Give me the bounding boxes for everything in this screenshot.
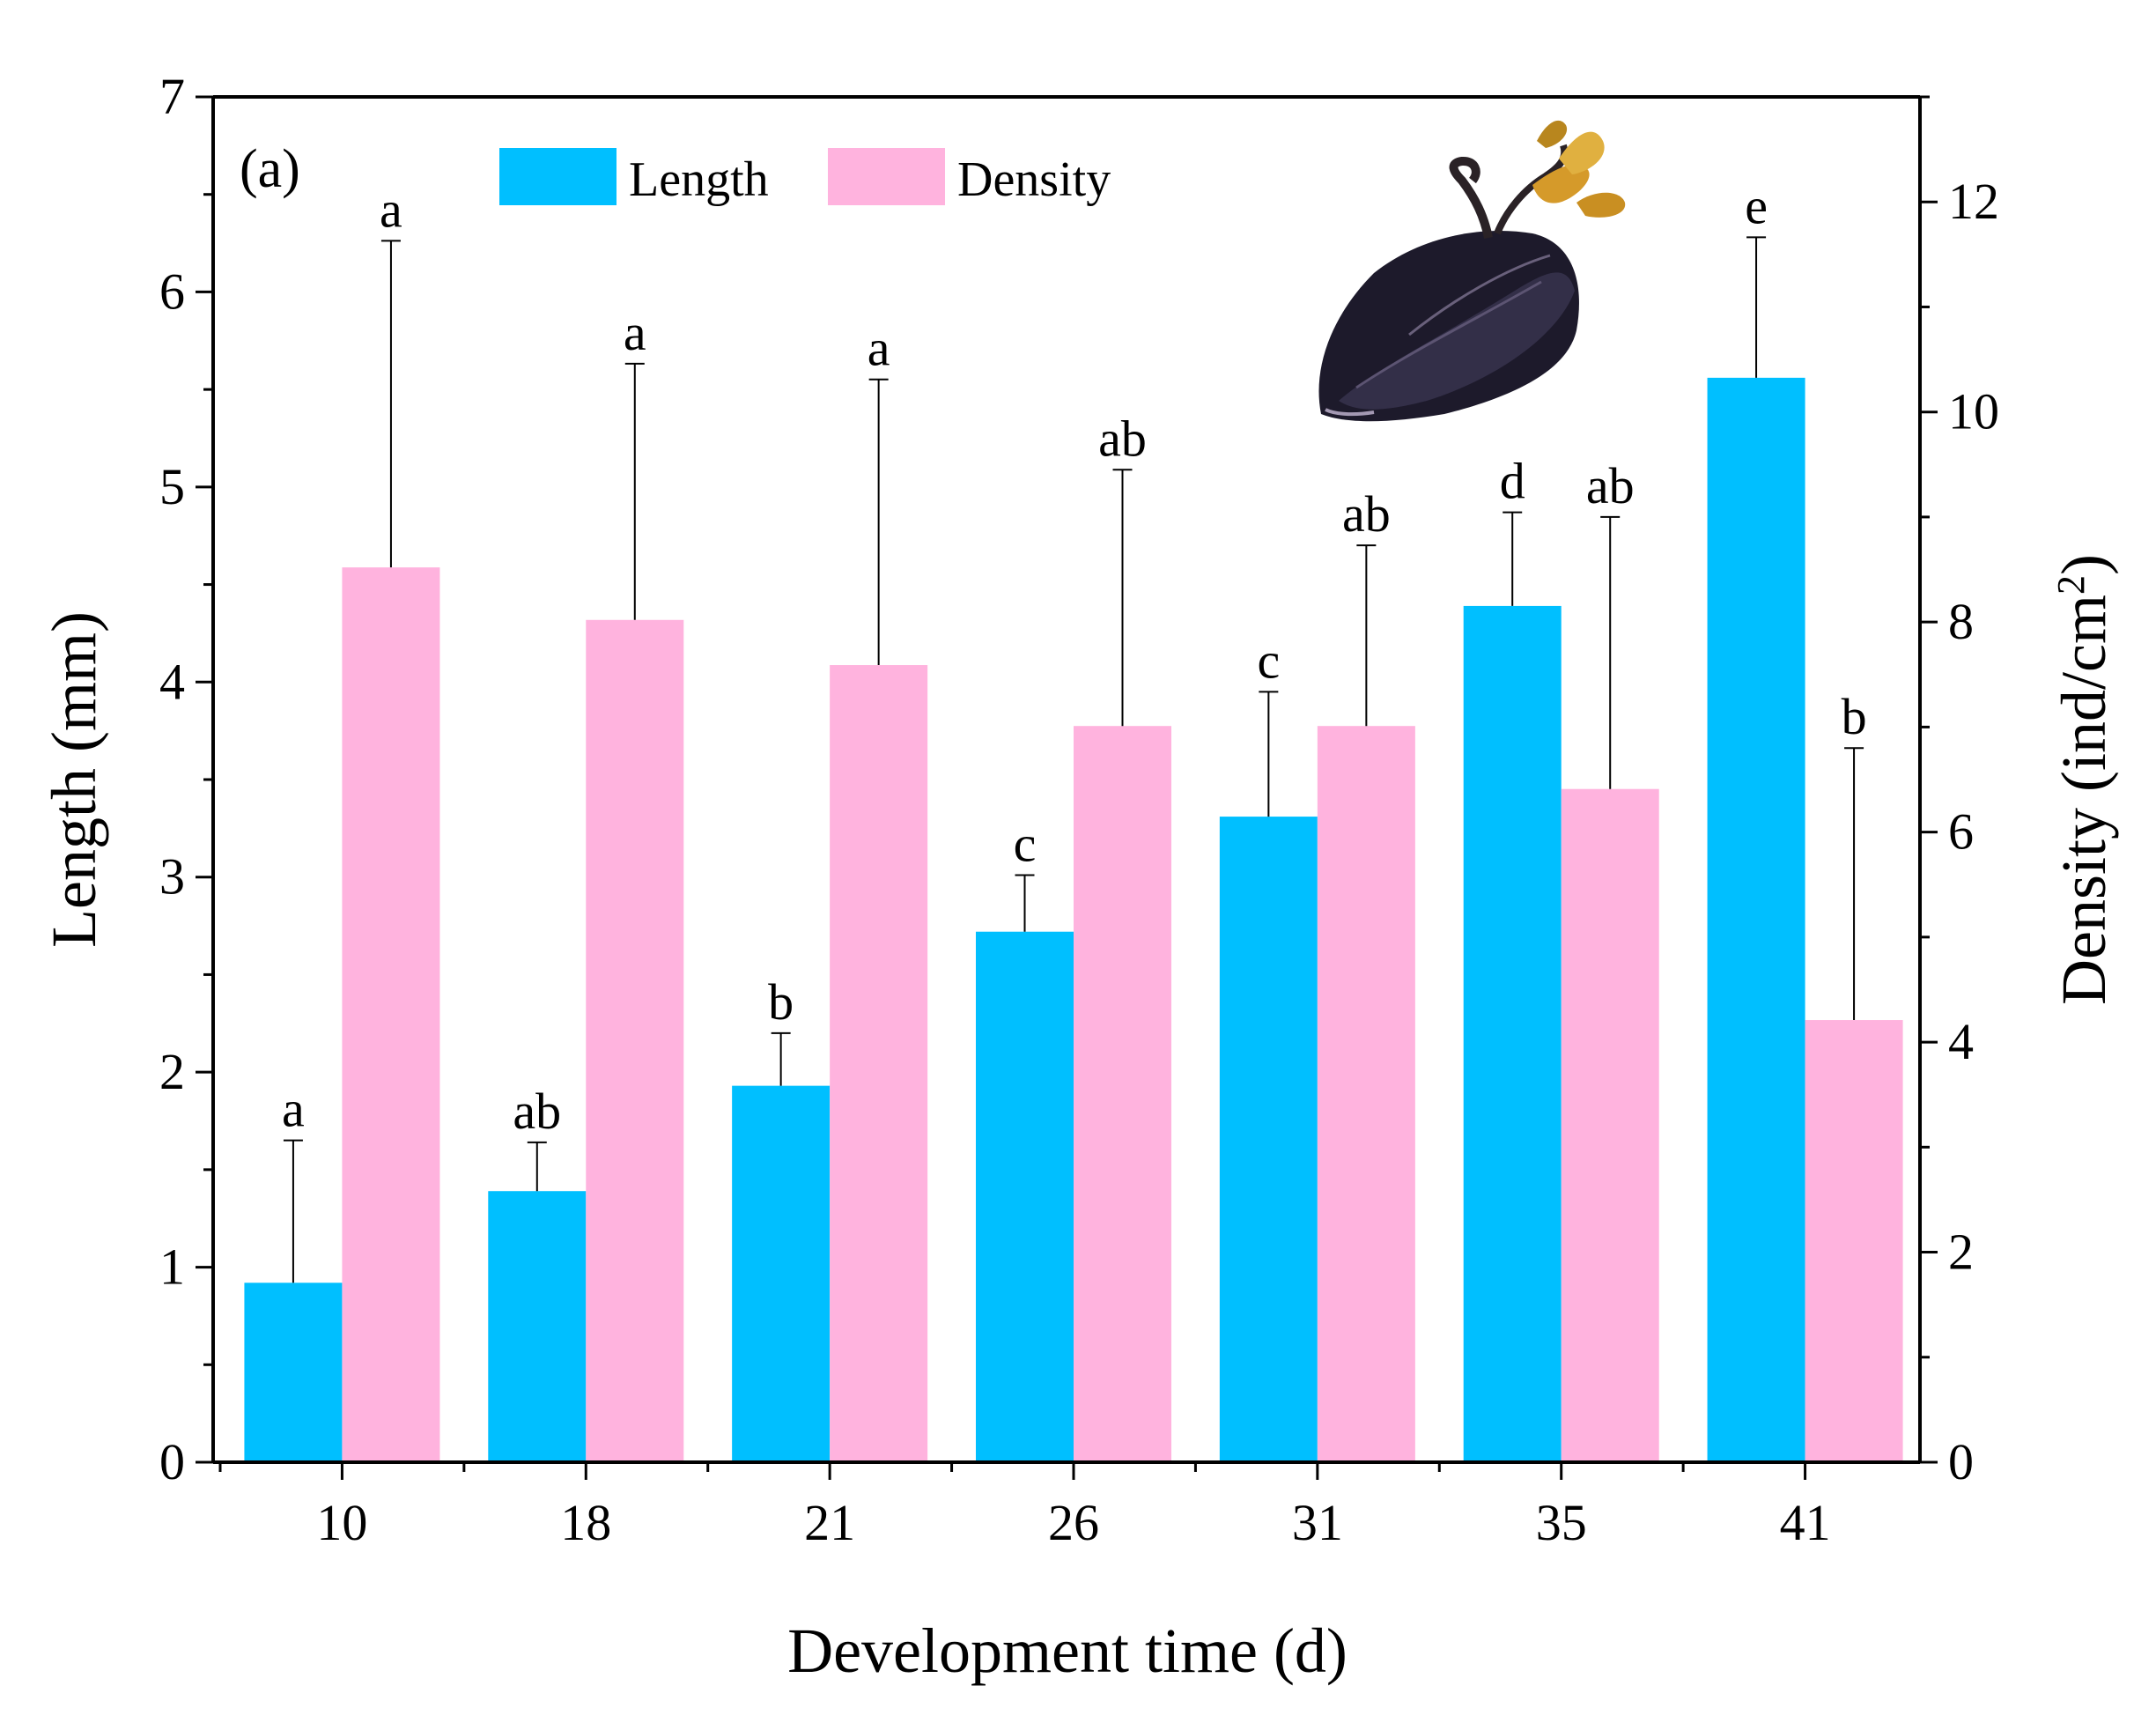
x-tick-label-35: 35 — [1536, 1494, 1587, 1551]
y-left-tick-label: 2 — [159, 1043, 185, 1100]
y-left-tick-label: 7 — [159, 68, 185, 125]
length-bar-21 — [732, 1085, 831, 1462]
x-axis-title: Development time (d) — [787, 1615, 1348, 1686]
legend-swatch-density — [828, 148, 945, 205]
x-tick-label-31: 31 — [1292, 1494, 1343, 1551]
length-letter-26: c — [1014, 816, 1037, 873]
density-bar-41 — [1805, 1020, 1903, 1462]
y-left-tick-label: 5 — [159, 458, 185, 515]
length-letter-35: d — [1500, 453, 1525, 510]
mussel-photo — [1318, 120, 1626, 422]
y-right-tick-label: 2 — [1948, 1224, 1974, 1281]
legend-label-density: Density — [957, 152, 1111, 207]
density-letter-18: a — [624, 304, 646, 361]
y-right-tick-label: 4 — [1948, 1013, 1974, 1070]
y-right-axis-title: Density (ind/cm2) — [2049, 554, 2119, 1005]
x-tick-label-10: 10 — [316, 1494, 367, 1551]
density-bar-26 — [1074, 726, 1171, 1462]
length-letter-31: c — [1257, 632, 1280, 689]
density-letter-21: a — [868, 320, 890, 377]
y-right-tick-label: 12 — [1948, 173, 1999, 230]
length-bar-10 — [244, 1283, 343, 1462]
y-left-tick-label: 1 — [159, 1238, 185, 1296]
density-bar-18 — [586, 619, 684, 1462]
density-letter-35: ab — [1586, 457, 1635, 514]
length-letter-18: ab — [513, 1083, 561, 1140]
y-right-tick-label: 0 — [1948, 1433, 1974, 1490]
density-bar-10 — [342, 567, 440, 1462]
length-bar-35 — [1463, 605, 1562, 1462]
y-left-tick-label: 4 — [159, 653, 185, 710]
x-tick-label-18: 18 — [560, 1494, 611, 1551]
y-left-tick-label: 0 — [159, 1433, 185, 1490]
length-bar-26 — [976, 931, 1074, 1462]
length-bar-31 — [1219, 817, 1318, 1462]
x-tick-label-26: 26 — [1048, 1494, 1099, 1551]
density-letter-10: a — [380, 181, 402, 238]
density-letter-31: ab — [1342, 485, 1391, 543]
length-bar-18 — [488, 1191, 587, 1462]
legend-swatch-length — [499, 148, 617, 205]
panel-label: (a) — [240, 139, 300, 199]
density-letter-41: b — [1842, 688, 1867, 745]
density-bar-31 — [1317, 726, 1415, 1462]
density-bar-35 — [1561, 788, 1659, 1462]
y-right-tick-label: 8 — [1948, 593, 1974, 650]
y-left-tick-label: 6 — [159, 262, 185, 320]
x-tick-label-41: 41 — [1780, 1494, 1831, 1551]
y-right-tick-label: 10 — [1948, 383, 1999, 440]
y-right-tick-label: 6 — [1948, 803, 1974, 861]
density-letter-26: ab — [1098, 410, 1147, 467]
y-left-axis-title: Length (mm) — [39, 611, 109, 948]
length-bar-41 — [1707, 377, 1805, 1462]
legend-label-length: Length — [629, 152, 769, 207]
y-left-tick-label: 3 — [159, 848, 185, 906]
length-letter-10: a — [282, 1081, 305, 1138]
x-tick-label-21: 21 — [804, 1494, 855, 1551]
length-letter-21: b — [768, 973, 794, 1031]
length-letter-41: e — [1745, 177, 1768, 234]
density-bar-21 — [830, 665, 928, 1462]
